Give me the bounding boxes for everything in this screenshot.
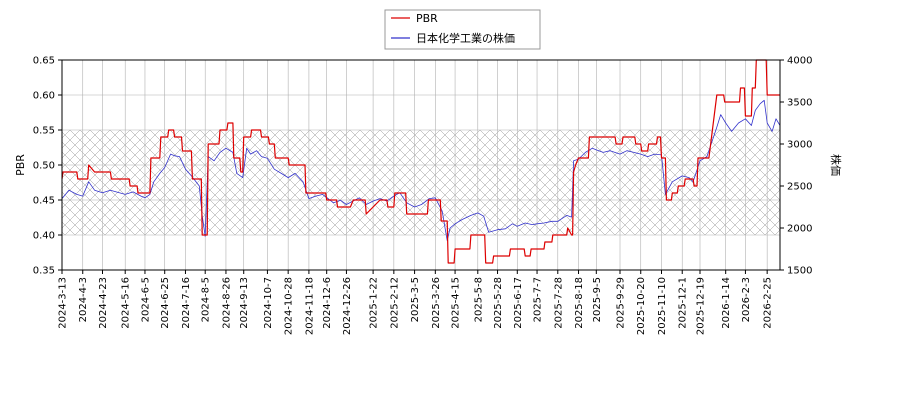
x-tick-label: 2025-1-22: [369, 277, 380, 329]
x-tick-label: 2024-10-7: [263, 277, 274, 329]
x-tick-label: 2025-4-15: [451, 277, 462, 329]
y-right-tick-label: 2500: [787, 182, 812, 193]
x-tick-label: 2024-9-13: [239, 277, 250, 329]
x-tick-label: 2024-6-25: [160, 277, 171, 329]
x-tick-label: 2025-10-20: [636, 277, 647, 335]
x-tick-label: 2026-2-25: [763, 277, 774, 329]
x-tick-label: 2024-8-26: [221, 277, 232, 329]
legend: PBR 日本化学工業の株価: [384, 9, 541, 50]
y-left-tick-label: 0.35: [33, 266, 55, 277]
y-right-tick-label: 1500: [787, 266, 812, 277]
x-tick-label: 2025-3-26: [431, 277, 442, 329]
y-right-tick-label: 3000: [787, 140, 812, 151]
x-tick-label: 2024-7-16: [181, 277, 192, 329]
y-left-tick-label: 0.45: [33, 196, 55, 207]
x-tick-label: 2025-12-1: [678, 277, 689, 329]
y-right-tick-label: 4000: [787, 56, 812, 67]
y-left-tick-label: 0.55: [33, 126, 55, 137]
x-tick-label: 2025-12-19: [696, 277, 707, 335]
x-tick-label: 2025-8-18: [574, 277, 585, 329]
series-layer: [61, 59, 781, 264]
x-tick-label: 2025-6-17: [513, 277, 524, 329]
series-line-pbr: [61, 59, 780, 264]
x-tick-label: 2025-9-5: [592, 277, 603, 322]
x-tick-label: 2025-3-5: [410, 277, 421, 322]
x-tick-label: 2024-11-18: [304, 277, 315, 335]
y-left-tick-label: 0.40: [33, 231, 55, 242]
legend-box: [384, 9, 541, 50]
x-tick-label: 2024-10-28: [284, 277, 295, 335]
x-tick-label: 2024-8-5: [201, 277, 212, 322]
y-right-tick-label: 3500: [787, 98, 812, 109]
x-tick-label: 2024-12-6: [322, 277, 333, 329]
x-tick-label: 2025-2-12: [389, 277, 400, 329]
x-tick-label: 2024-5-16: [121, 277, 132, 329]
y-right-tick-label: 2000: [787, 224, 812, 235]
x-tick-label: 2025-7-7: [533, 277, 544, 322]
y-axis-right-label: 株価: [829, 154, 843, 176]
x-tick-label: 2024-3-13: [58, 277, 69, 329]
legend-label-pbr: PBR: [416, 12, 438, 25]
y-left-tick-label: 0.60: [33, 91, 55, 102]
legend-label-stock-price: 日本化学工業の株価: [416, 31, 515, 45]
y-left-tick-label: 0.50: [33, 161, 55, 172]
y-left-tick-label: 0.65: [33, 56, 55, 67]
x-tick-label: 2024-6-5: [140, 277, 151, 322]
x-tick-label: 2024-4-23: [98, 277, 109, 329]
right-y-axis: 1500 2000 2500 3000 3500 4000: [780, 56, 812, 277]
y-axis-left-label: PBR: [14, 154, 27, 176]
x-tick-label: 2024-4-3: [78, 277, 89, 322]
left-y-axis: 0.35 0.40 0.45 0.50 0.55 0.60 0.65: [33, 56, 62, 277]
x-tick-label: 2025-9-29: [616, 277, 627, 329]
x-tick-label: 2025-5-28: [493, 277, 504, 329]
x-tick-label: 2024-12-26: [342, 277, 353, 335]
series-line-stock-price: [61, 99, 781, 242]
x-tick-label: 2025-5-8: [473, 277, 484, 322]
x-tick-label: 2025-11-10: [657, 277, 668, 335]
x-tick-label: 2026-1-14: [721, 277, 732, 329]
x-axis: 2024-3-13 2024-4-3 2024-4-23 2024-5-16 2024-…: [58, 270, 774, 335]
x-tick-label: 2025-7-28: [553, 277, 564, 329]
x-tick-label: 2026-2-3: [741, 277, 752, 322]
